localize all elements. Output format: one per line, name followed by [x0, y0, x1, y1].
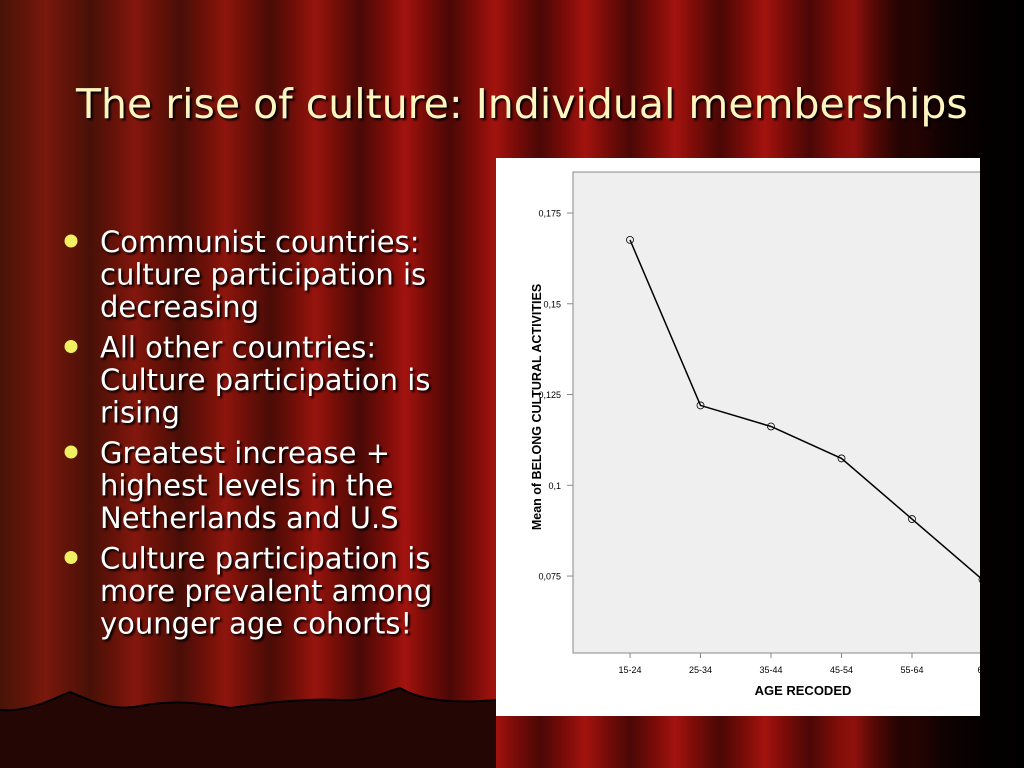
- bullet-dot: [64, 234, 78, 248]
- x-axis-title: AGE RECODED: [755, 683, 852, 698]
- bullet-text: decreasing: [100, 290, 259, 324]
- bullet-text: younger age cohorts!: [100, 607, 412, 641]
- y-tick-label: 0,075: [538, 572, 561, 582]
- y-tick-label: 0,15: [543, 299, 561, 309]
- bullet-text: culture participation is: [100, 258, 426, 292]
- bullet-list: Communist countries:culture participatio…: [64, 225, 432, 641]
- bullet-dot: [64, 551, 78, 564]
- y-tick-label: 0,175: [538, 209, 561, 219]
- slide-title: The rise of culture: Individual membersh…: [75, 80, 968, 128]
- bullet-text: Culture participation is: [100, 542, 430, 576]
- x-tick-label: 55-64: [900, 665, 923, 675]
- bullet-text: rising: [100, 396, 180, 430]
- chart: AGE RECODED Mean of BELONG CULTURAL ACTI…: [530, 171, 987, 698]
- data-point: [908, 515, 916, 523]
- x-tick-label: 65: [977, 665, 987, 675]
- bullet-text: more prevalent among: [100, 574, 432, 608]
- data-line: [629, 239, 980, 579]
- x-tick-label: 45-54: [830, 665, 853, 675]
- data-point: [837, 454, 846, 463]
- bullet-text: Culture participation is: [100, 363, 430, 397]
- data-point: [696, 401, 705, 410]
- bullet-text: All other countries:: [100, 331, 376, 365]
- y-tick-label: 0,125: [538, 390, 561, 400]
- x-tick-label: 15-24: [618, 665, 641, 675]
- data-point: [767, 422, 775, 431]
- x-tick-label: 25-34: [689, 665, 712, 675]
- y-axis-title: Mean of BELONG CULTURAL ACTIVITIES: [530, 284, 544, 530]
- x-tick-label: 35-44: [759, 665, 782, 675]
- bullet-dot: [64, 340, 78, 353]
- plot-area: [572, 171, 980, 654]
- bullet-text: Communist countries:: [100, 225, 420, 259]
- bullet-text: highest levels in the: [100, 469, 393, 503]
- bullet-text: Greatest increase +: [100, 436, 390, 470]
- bullet-dot: [64, 445, 78, 459]
- curtain-floor: [0, 688, 496, 768]
- data-point: [626, 235, 634, 244]
- curtain-edge: [0, 686, 497, 712]
- y-tick-label: 0,1: [548, 481, 561, 491]
- data-point: [978, 576, 980, 583]
- bullet-text: Netherlands and U.S: [100, 501, 399, 535]
